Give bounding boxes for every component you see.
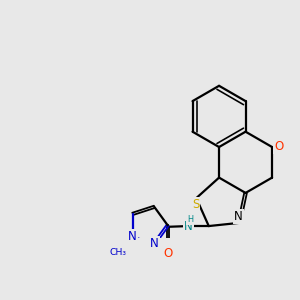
Text: N: N	[184, 220, 193, 232]
Text: O: O	[163, 247, 172, 260]
Text: N: N	[234, 210, 243, 224]
Text: H: H	[187, 215, 193, 224]
Text: N: N	[150, 237, 159, 250]
Text: CH₃: CH₃	[110, 248, 127, 257]
Text: N: N	[128, 230, 137, 243]
Text: S: S	[192, 198, 199, 211]
Text: O: O	[274, 140, 283, 153]
